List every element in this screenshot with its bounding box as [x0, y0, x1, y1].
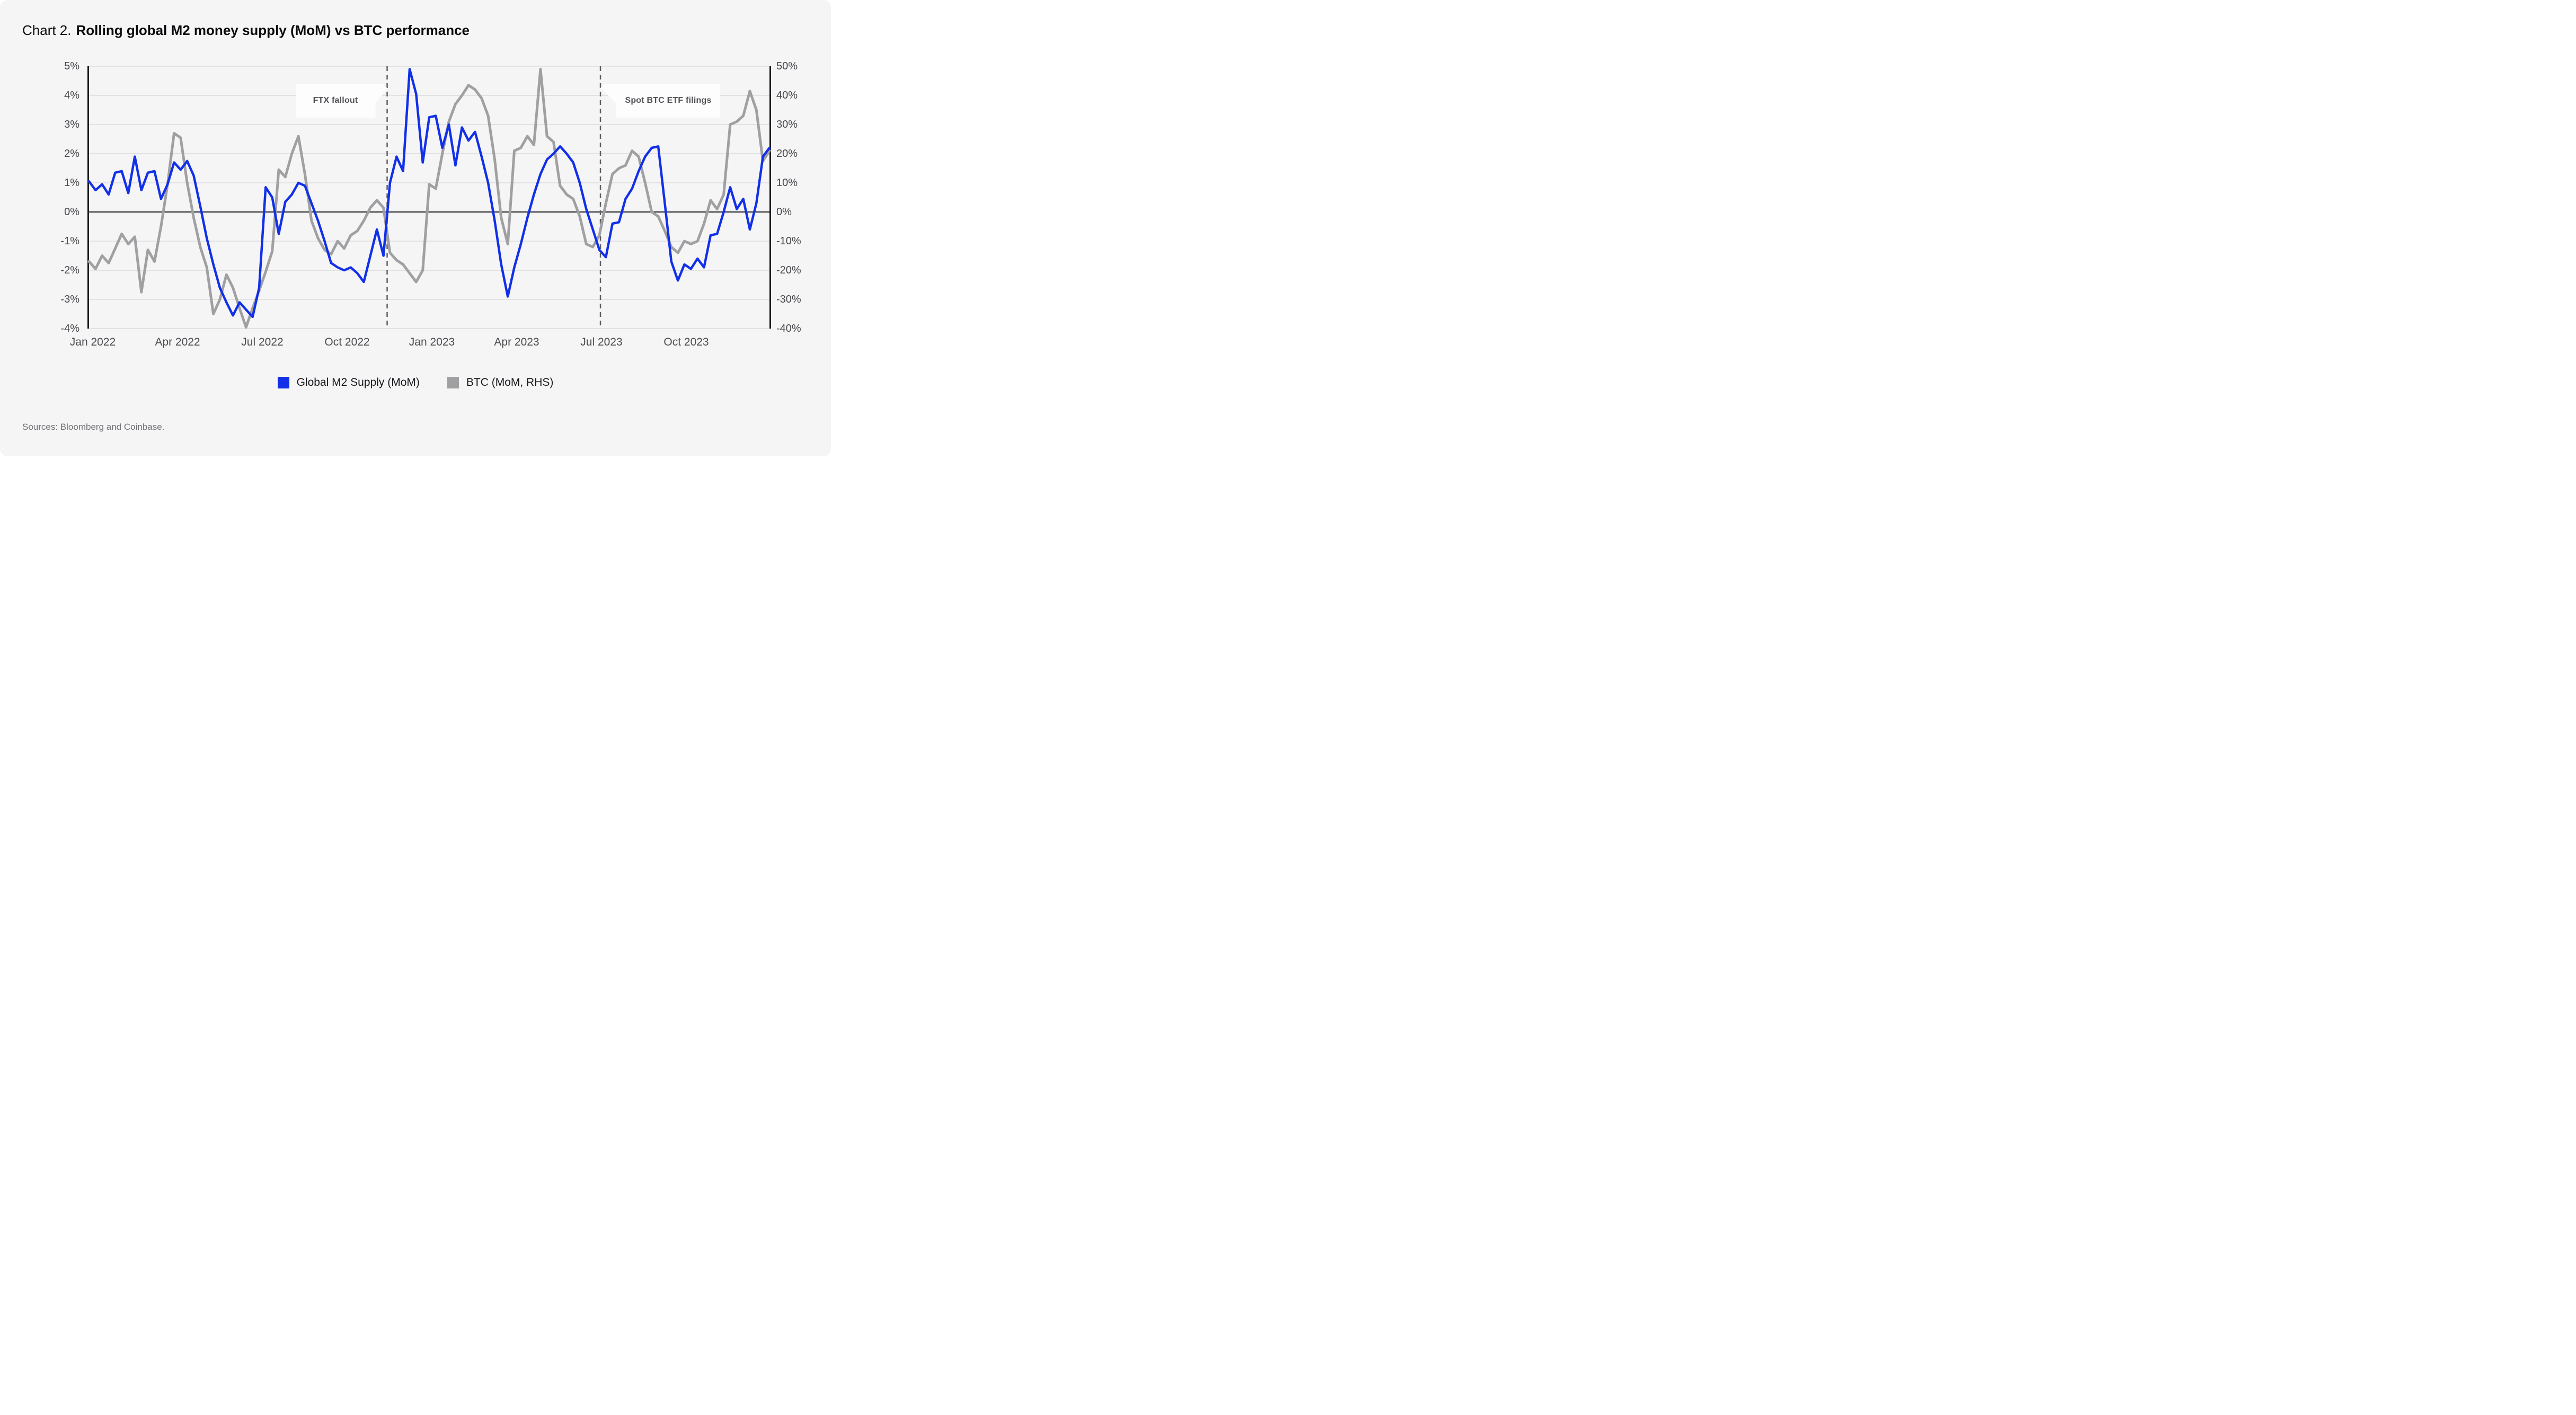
- y-axis-label-left: -2%: [60, 264, 79, 276]
- y-axis-label-left: 5%: [64, 60, 79, 72]
- annotation-ftx-label: FTX fallout: [313, 96, 358, 105]
- chart-card: Chart 2. Rolling global M2 money supply (…: [0, 0, 831, 456]
- chart-svg: [87, 66, 771, 329]
- annotation-etf-label: Spot BTC ETF filings: [625, 96, 712, 105]
- x-axis-label: Oct 2022: [324, 336, 370, 348]
- legend-item-m2: Global M2 Supply (MoM): [277, 376, 420, 389]
- page-title: Chart 2. Rolling global M2 money supply (…: [22, 22, 470, 39]
- x-axis-label: Oct 2023: [663, 336, 709, 348]
- y-axis-label-right: 20%: [776, 148, 798, 160]
- y-axis-label-right: -10%: [776, 235, 801, 247]
- y-axis-label-right: 30%: [776, 119, 798, 130]
- y-axis-label-left: 0%: [64, 206, 79, 218]
- x-axis-label: Jan 2023: [409, 336, 455, 348]
- y-axis-label-left: 2%: [64, 148, 79, 160]
- x-axis-label: Jul 2023: [580, 336, 623, 348]
- legend-label-btc: BTC (MoM, RHS): [466, 376, 554, 388]
- legend-item-btc: BTC (MoM, RHS): [447, 376, 554, 389]
- y-axis-label-left: -4%: [60, 323, 79, 334]
- x-axis-labels: Jan 2022 Apr 2022 Jul 2022 Oct 2022 Jan 2023…: [70, 336, 771, 352]
- legend-swatch-btc: [447, 377, 459, 388]
- left-axis-labels: 5% 4% 3% 2% 1% 0% -1% -2% -3% -4%: [0, 60, 79, 334]
- y-axis-label-right: 10%: [776, 177, 798, 189]
- y-axis-label-right: -40%: [776, 323, 801, 334]
- legend-label-m2: Global M2 Supply (MoM): [296, 376, 420, 388]
- legend: Global M2 Supply (MoM) BTC (MoM, RHS): [0, 376, 831, 389]
- legend-swatch-m2: [277, 377, 289, 388]
- x-axis-label: Jul 2022: [241, 336, 284, 348]
- x-axis-label: Apr 2022: [155, 336, 200, 348]
- source-note: Sources: Bloomberg and Coinbase.: [22, 422, 165, 432]
- x-axis-label: Apr 2023: [494, 336, 539, 348]
- y-axis-label-left: -1%: [60, 235, 79, 247]
- y-axis-label-right: 0%: [776, 206, 792, 218]
- y-axis-label-right: -20%: [776, 264, 801, 276]
- chart-title-text: Rolling global M2 money supply (MoM) vs …: [76, 22, 470, 38]
- plot-area: FTX fallout Spot BTC ETF filings: [87, 66, 771, 329]
- y-axis-label-left: -3%: [60, 294, 79, 305]
- annotation-etf-filings: Spot BTC ETF filings: [600, 84, 720, 118]
- x-axis-label: Jan 2022: [69, 336, 116, 348]
- y-axis-label-left: 4%: [64, 90, 79, 101]
- chart-number: Chart 2.: [22, 22, 72, 38]
- y-axis-label-right: 40%: [776, 90, 798, 101]
- right-axis-labels: 50% 40% 30% 20% 10% 0% -10% -20% -30% -40%: [776, 60, 829, 334]
- y-axis-label-right: 50%: [776, 60, 798, 72]
- y-axis-label-right: -30%: [776, 294, 801, 305]
- y-axis-label-left: 1%: [64, 177, 79, 189]
- y-axis-label-left: 3%: [64, 119, 79, 130]
- annotation-ftx-fallout: FTX fallout: [296, 84, 387, 118]
